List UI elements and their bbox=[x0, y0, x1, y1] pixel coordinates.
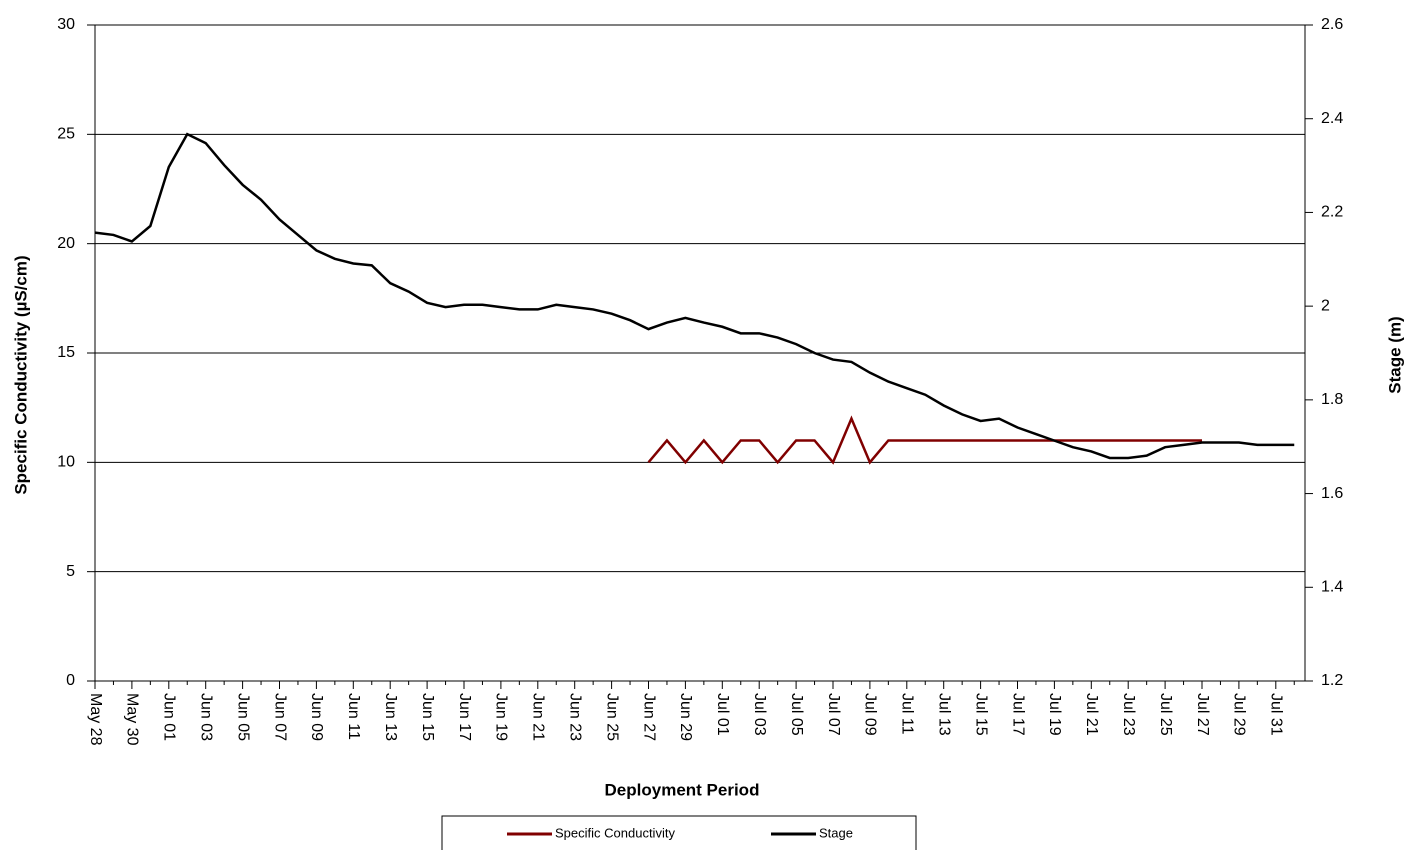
y-tick-label: 10 bbox=[57, 454, 75, 471]
y2-tick-label: 1.4 bbox=[1321, 579, 1343, 596]
x-tick-label: Jul 25 bbox=[1157, 693, 1174, 736]
y-tick-label: 30 bbox=[57, 16, 75, 33]
y-tick-label: 25 bbox=[57, 126, 75, 143]
y-axis-title: Specific Conductivity (µS/cm) bbox=[11, 255, 30, 494]
x-tick-label: Jul 03 bbox=[751, 693, 768, 736]
legend-label: Specific Conductivity bbox=[555, 825, 675, 840]
x-tick-label: Jul 17 bbox=[1009, 693, 1026, 736]
x-tick-label: Jul 01 bbox=[714, 693, 731, 736]
y-tick-label: 20 bbox=[57, 235, 75, 252]
y2-tick-label: 2.2 bbox=[1321, 204, 1343, 221]
x-tick-label: Jun 01 bbox=[161, 693, 178, 741]
y2-tick-label: 1.8 bbox=[1321, 391, 1343, 408]
x-tick-label: Jun 21 bbox=[530, 693, 547, 741]
x-tick-label: Jun 11 bbox=[345, 693, 362, 740]
x-tick-label: Jun 29 bbox=[677, 693, 694, 741]
series-line bbox=[647, 415, 1202, 465]
y2-tick-label: 2.4 bbox=[1321, 110, 1343, 127]
x-tick-label: Jun 03 bbox=[197, 693, 214, 741]
x-tick-label: May 28 bbox=[87, 693, 104, 746]
x-tick-label: Jul 27 bbox=[1194, 693, 1211, 736]
y-tick-label: 15 bbox=[57, 344, 75, 361]
series-line bbox=[94, 132, 1295, 460]
y2-tick-label: 1.2 bbox=[1321, 672, 1343, 689]
x-tick-label: Jul 23 bbox=[1120, 693, 1137, 736]
x-tick-label: Jul 21 bbox=[1083, 693, 1100, 736]
x-tick-label: Jun 09 bbox=[308, 693, 325, 741]
x-tick-label: Jul 07 bbox=[825, 693, 842, 736]
x-axis-title: Deployment Period bbox=[605, 780, 760, 799]
x-tick-label: Jul 29 bbox=[1231, 693, 1248, 736]
x-tick-label: Jul 19 bbox=[1046, 693, 1063, 736]
x-tick-label: Jun 23 bbox=[566, 693, 583, 741]
x-tick-label: Jul 11 bbox=[899, 693, 916, 735]
y-tick-label: 5 bbox=[66, 563, 75, 580]
y2-tick-label: 1.6 bbox=[1321, 485, 1343, 502]
y-tick-label: 0 bbox=[66, 672, 75, 689]
y2-tick-label: 2.6 bbox=[1321, 16, 1343, 33]
x-tick-label: Jun 07 bbox=[271, 693, 288, 741]
x-tick-label: Jun 27 bbox=[640, 693, 657, 741]
y2-axis-title: Stage (m) bbox=[1385, 316, 1404, 393]
y2-tick-label: 2 bbox=[1321, 297, 1330, 314]
x-tick-label: Jun 13 bbox=[382, 693, 399, 741]
x-tick-label: Jun 19 bbox=[493, 693, 510, 741]
legend-label: Stage bbox=[819, 825, 853, 840]
x-tick-label: Jul 31 bbox=[1268, 693, 1285, 736]
x-tick-label: May 30 bbox=[124, 693, 141, 746]
x-tick-label: Jul 05 bbox=[788, 693, 805, 736]
x-tick-label: Jun 15 bbox=[419, 693, 436, 741]
x-tick-label: Jul 15 bbox=[972, 693, 989, 736]
x-tick-label: Jun 25 bbox=[603, 693, 620, 741]
x-tick-label: Jul 13 bbox=[935, 693, 952, 736]
x-tick-label: Jun 17 bbox=[456, 693, 473, 741]
x-tick-label: Jun 05 bbox=[234, 693, 251, 741]
x-tick-label: Jul 09 bbox=[862, 693, 879, 736]
